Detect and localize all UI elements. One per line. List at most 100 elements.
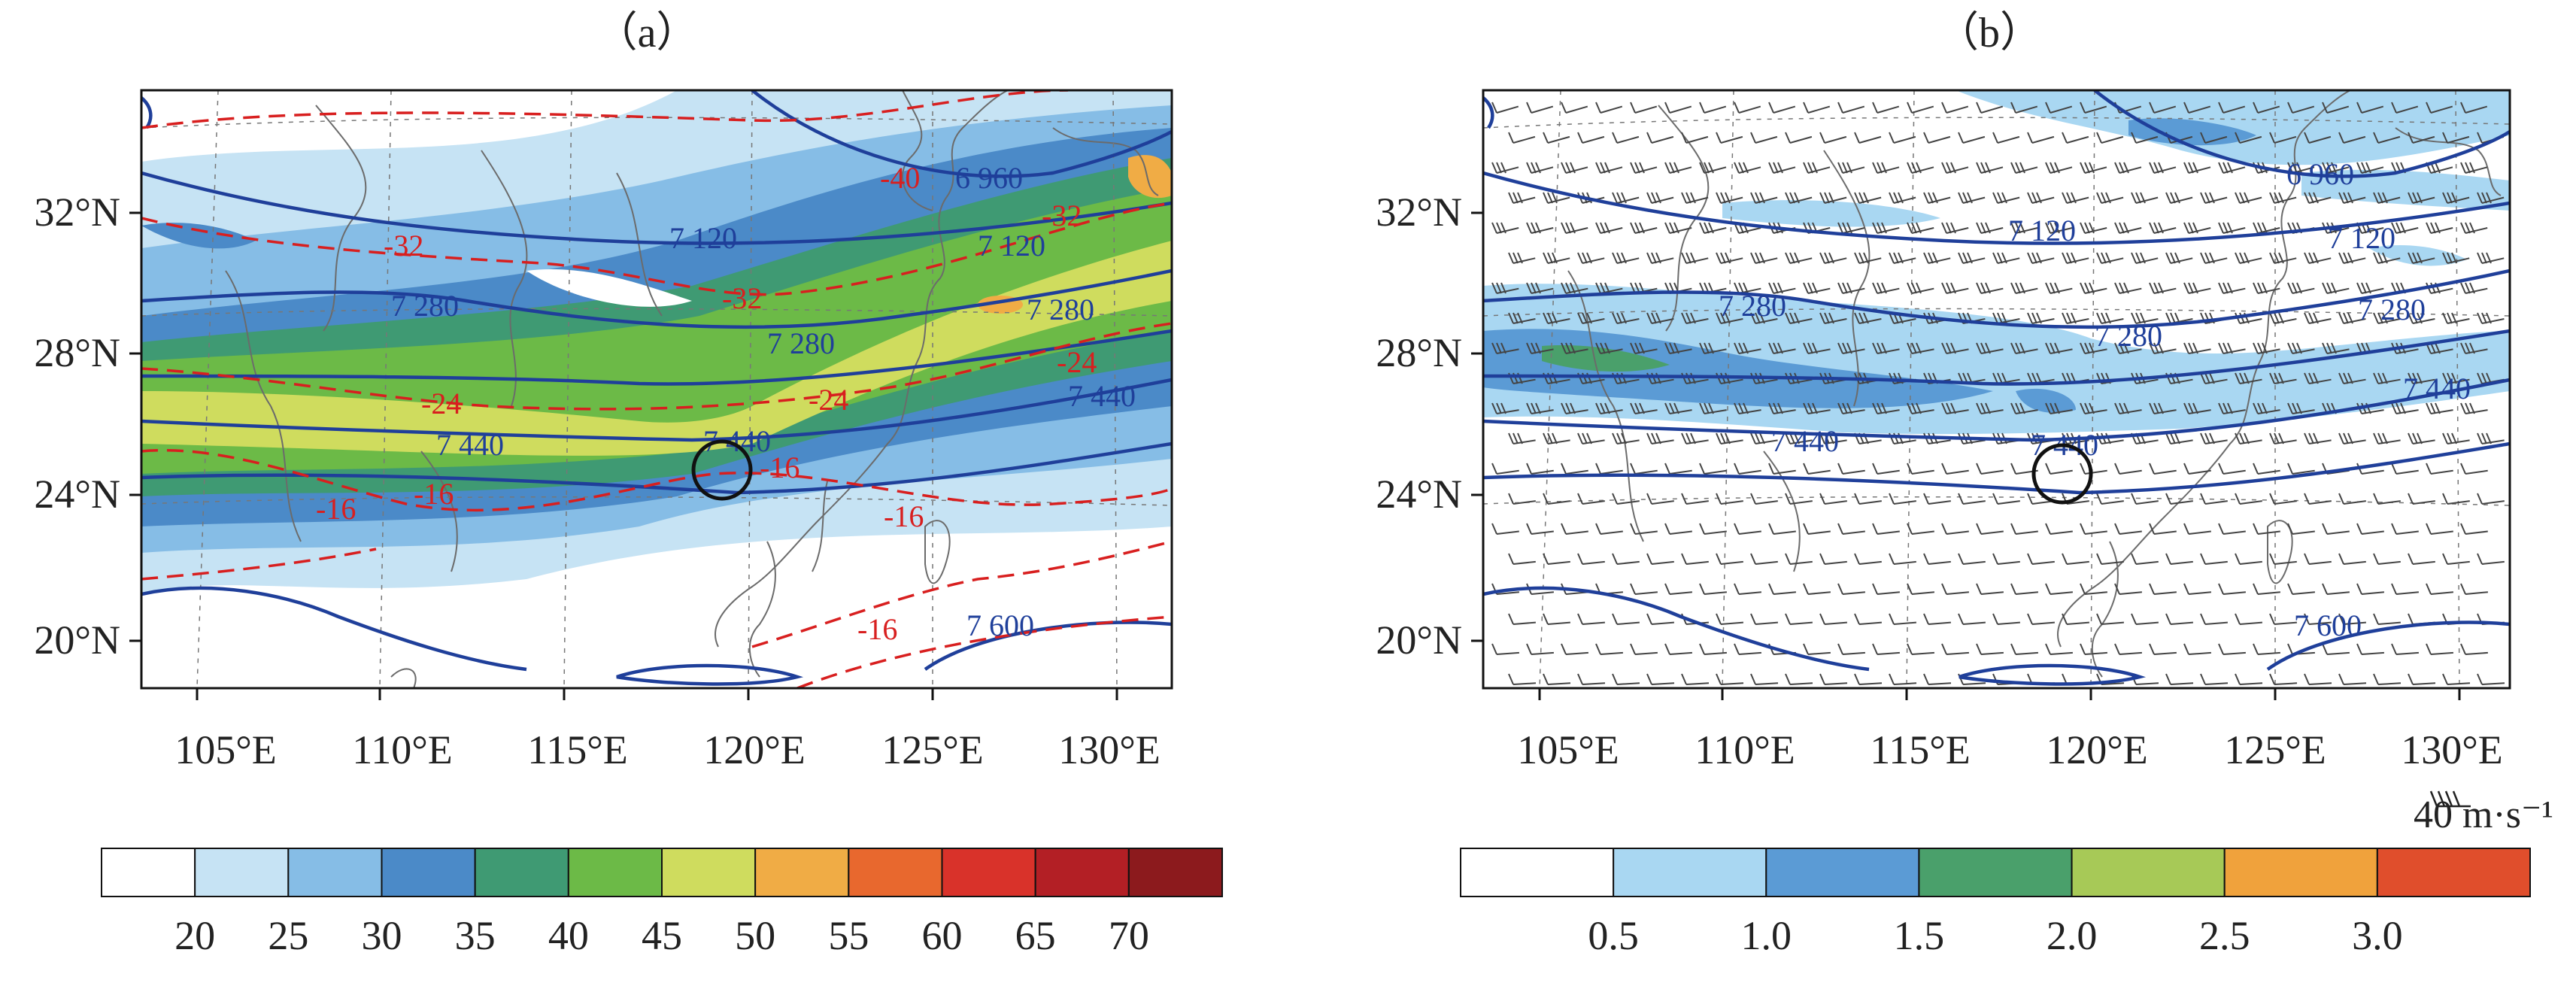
wind-barb: [2235, 432, 2262, 444]
wind-barb: [2200, 553, 2228, 565]
wind-barb: [1992, 252, 2020, 264]
wind-barb: [2322, 162, 2350, 174]
wind-barb: [2165, 372, 2193, 384]
wind-barb: [1491, 643, 1519, 655]
wind-barb: [1561, 643, 1588, 655]
wind-barb: [2477, 192, 2505, 204]
wind-barb: [2235, 132, 2262, 144]
wind-barb: [2391, 583, 2419, 595]
wind-barb: [1577, 493, 1605, 505]
wind-barb: [2477, 312, 2505, 324]
wind-barb: [2253, 402, 2280, 414]
wind-barb: [1889, 493, 1916, 505]
wind-barb: [1716, 312, 1743, 324]
wind-barb: [2356, 102, 2384, 114]
panel-a-y-axis: 32°N 28°N 24°N 20°N: [34, 190, 141, 663]
wind-barb: [1595, 102, 1623, 114]
wind-barb: [1734, 583, 1761, 595]
wind-barb: [2096, 132, 2124, 144]
wind-barb: [1734, 643, 1761, 655]
wind-barb: [2460, 222, 2488, 234]
wind-barb: [2045, 102, 2073, 114]
wind-barb: [2010, 523, 2038, 535]
wind-barb: [2200, 132, 2228, 144]
wind-barb: [2149, 282, 2177, 294]
wind-barb: [2165, 432, 2193, 444]
wind-barb: [1561, 282, 1588, 294]
colorbar-swatch: [2223, 848, 2378, 897]
wind-barb: [2460, 643, 2488, 655]
wind-barb: [2408, 312, 2435, 324]
wind-barb: [1612, 252, 1640, 264]
wind-barb: [1699, 342, 1727, 354]
panel-a-map: 6 960 7 120 7 120 7 280 7 280 7 280 7 44…: [141, 90, 1172, 688]
wind-barb: [2114, 342, 2142, 354]
wind-barb: [1907, 643, 1934, 655]
wind-barb: [2027, 252, 2055, 264]
wind-barb: [2045, 643, 2073, 655]
wind-barb: [2442, 493, 2470, 505]
wind-barb: [2183, 583, 2211, 595]
wind-barb: [1681, 553, 1709, 565]
wind-barb: [1664, 222, 1692, 234]
wind-barb: [1526, 463, 1554, 475]
wind-barb: [2322, 643, 2350, 655]
wind-barb: [1941, 583, 1969, 595]
wind-barb: [2304, 132, 2332, 144]
wind-barb: [1819, 252, 1847, 264]
wind-barb: [1681, 673, 1710, 685]
wind-barb: [1872, 102, 1900, 114]
contour-label: 7 120: [2008, 214, 2076, 247]
wind-barb: [2165, 553, 2193, 565]
x-tick-label: 115°E: [527, 727, 628, 772]
wind-barb: [1907, 523, 1934, 535]
wind-barb: [1508, 252, 1536, 264]
wind-barb: [1646, 553, 1674, 565]
wind-barb: [2149, 583, 2177, 595]
wind-barb: [2269, 372, 2297, 384]
wind-unit-label: 40 m·s⁻¹: [2414, 793, 2553, 836]
colorbar-swatch: [194, 848, 290, 897]
wind-barb: [2304, 252, 2332, 264]
wind-barb: [2426, 523, 2453, 535]
wind-barb: [1854, 192, 1882, 204]
wind-barb: [2183, 523, 2211, 535]
wind-barb: [2460, 102, 2488, 114]
colorbar-swatch: [1765, 848, 1920, 897]
wind-barb: [1561, 102, 1588, 114]
panel-b-graticule: [1483, 90, 2510, 688]
wind-barb: [1958, 553, 1986, 565]
wind-barb: [1491, 402, 1519, 414]
wind-barb: [2183, 402, 2211, 414]
wind-barb: [1976, 162, 2004, 174]
wind-barb: [1768, 162, 1796, 174]
wind-barb: [2408, 432, 2435, 444]
colorbar-tick-label: 20: [174, 913, 215, 958]
wind-barb: [2149, 162, 2177, 174]
contour-label: 6 960: [955, 161, 1023, 195]
wind-barb: [1561, 402, 1588, 414]
wind-barb: [1992, 493, 2020, 505]
wind-barb: [2287, 162, 2315, 174]
wind-barb: [2200, 432, 2228, 444]
wind-barb: [2200, 252, 2228, 264]
panel-b-map: 6 960 7 120 7 120 7 280 7 280 7 280 7 44…: [1483, 90, 2510, 688]
wind-barb: [1508, 312, 1536, 324]
wind-barb: [1577, 132, 1605, 144]
wind-barb: [2253, 463, 2280, 475]
wind-barb: [2165, 252, 2193, 264]
contour-label: -40: [880, 161, 920, 195]
wind-barb: [1543, 613, 1570, 625]
wind-barb: [2338, 192, 2366, 204]
wind-barb: [1734, 342, 1761, 354]
wind-barb: [1976, 523, 2004, 535]
wind-barb: [1508, 493, 1536, 505]
wind-barb: [1734, 282, 1761, 294]
wind-barb: [2235, 553, 2262, 565]
y-tick-label: 32°N: [1376, 190, 1462, 235]
contour-label: 7 280: [1027, 293, 1094, 326]
wind-barb: [1526, 102, 1554, 114]
wind-barb: [1872, 402, 1900, 414]
colorbar-swatch: [848, 848, 943, 897]
contour-label: 7 280: [2358, 293, 2426, 326]
